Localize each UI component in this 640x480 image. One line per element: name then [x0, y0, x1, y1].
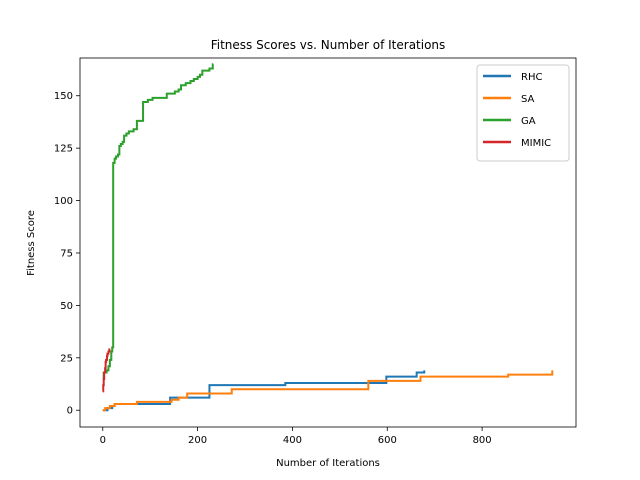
legend-label-ga: GA [521, 116, 536, 127]
series-line-mimic [102, 348, 111, 393]
x-tick-label: 800 [473, 435, 492, 446]
x-tick-label: 400 [283, 435, 302, 446]
legend-label-mimic: MIMIC [521, 138, 551, 149]
y-tick-label: 125 [54, 144, 73, 155]
x-tick-label: 0 [100, 435, 106, 446]
x-axis-label: Number of Iterations [276, 458, 380, 469]
x-axis-ticks: 0 200 400 600 800 [100, 427, 492, 446]
legend-label-rhc: RHC [521, 72, 542, 83]
y-tick-label: 100 [54, 196, 73, 207]
chart-title: Fitness Scores vs. Number of Iterations [211, 38, 446, 52]
y-tick-label: 0 [67, 406, 73, 417]
series-line-rhc [102, 370, 426, 412]
x-tick-label: 200 [188, 435, 207, 446]
y-tick-label: 75 [60, 248, 73, 259]
y-axis-label: Fitness Score [26, 210, 37, 276]
series-line-ga [102, 63, 214, 380]
legend: RHC SA GA MIMIC [476, 64, 570, 162]
y-tick-label: 50 [60, 301, 73, 312]
legend-label-sa: SA [521, 94, 535, 105]
x-tick-label: 600 [378, 435, 397, 446]
legend-box [476, 64, 570, 162]
axes-frame [79, 57, 577, 428]
y-axis-ticks: 0 25 50 75 100 125 150 [54, 91, 80, 417]
y-tick-label: 150 [54, 91, 73, 102]
y-tick-label: 25 [60, 353, 73, 364]
plot-area [79, 57, 577, 428]
series-line-sa [102, 370, 554, 412]
